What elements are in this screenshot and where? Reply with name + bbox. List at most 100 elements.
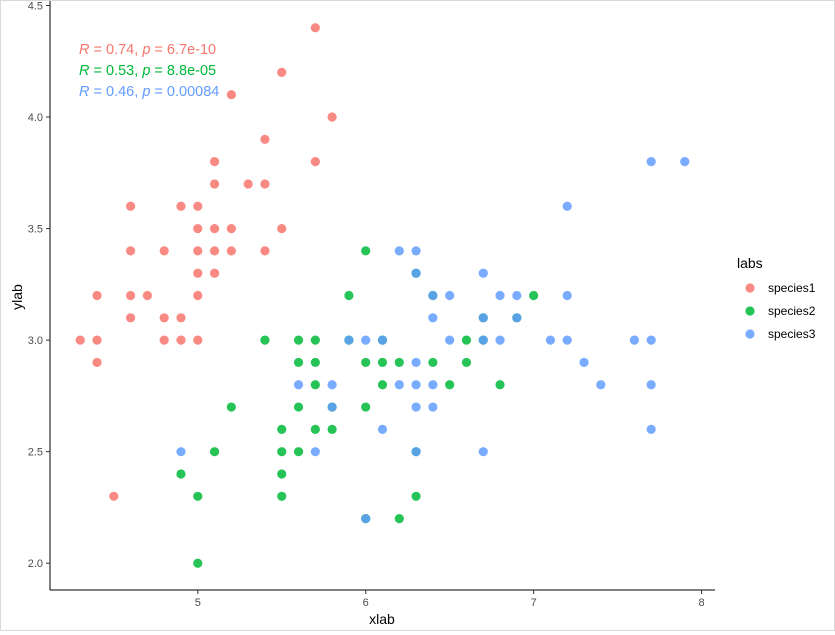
data-point-species2-8 <box>277 447 287 457</box>
data-point-species3-6 <box>361 514 371 524</box>
data-point-species3-30 <box>512 313 522 323</box>
stat-value: 0.53 <box>106 63 134 79</box>
data-point-species1-0 <box>75 335 85 345</box>
data-point-species2-9 <box>277 424 287 434</box>
y-tick-label: 4.0 <box>28 112 43 124</box>
data-point-species2-21 <box>344 290 354 301</box>
data-point-species3-16 <box>411 268 421 278</box>
data-point-species1-19 <box>193 246 203 256</box>
data-point-species1-17 <box>193 290 203 301</box>
data-point-species1-12 <box>159 246 169 256</box>
data-point-species2-12 <box>293 357 304 368</box>
data-point-species2-34 <box>428 357 438 368</box>
data-point-species2-17 <box>310 335 320 345</box>
data-point-species3-40 <box>646 380 656 390</box>
stat-value: = <box>89 63 106 79</box>
stat-annotations: R = 0.74, p = 6.7e-10 R = 0.53, p = 8.8e-… <box>79 42 219 100</box>
stat-value: = <box>89 42 106 58</box>
data-point-species3-21 <box>428 290 438 301</box>
x-axis-title: xlab <box>369 611 395 627</box>
data-point-species3-18 <box>428 402 438 412</box>
data-point-species1-1 <box>92 357 102 368</box>
y-tick-label: 2.0 <box>28 558 43 570</box>
data-point-species3-27 <box>478 268 488 278</box>
data-point-species2-1 <box>193 558 203 568</box>
data-point-species2-25 <box>361 246 371 256</box>
data-point-species3-26 <box>478 313 488 323</box>
data-point-species1-36 <box>310 157 320 167</box>
data-point-species2-41 <box>495 380 505 390</box>
data-point-species2-10 <box>293 447 304 457</box>
data-point-species2-31 <box>411 491 421 501</box>
stat-value: = <box>150 84 167 100</box>
data-point-species2-4 <box>226 402 236 412</box>
data-point-species1-33 <box>260 134 270 144</box>
data-point-species3-5 <box>344 335 354 345</box>
data-point-species2-7 <box>277 469 287 479</box>
legend: labs species1 species2 species3 <box>737 255 816 341</box>
stat-symbol: p <box>141 84 150 100</box>
data-point-species2-23 <box>361 402 371 412</box>
data-point-species1-26 <box>209 157 220 167</box>
data-point-species1-10 <box>159 335 169 345</box>
y-tick-label: 4.5 <box>28 1 43 12</box>
data-point-species3-13 <box>411 402 421 412</box>
stat-value: 0.00084 <box>167 84 219 100</box>
data-point-species2-36 <box>445 380 455 390</box>
y-tick-label: 3.5 <box>28 224 43 236</box>
data-point-species1-9 <box>142 290 152 301</box>
points-layer <box>75 23 690 568</box>
legend-items: species1 species2 species3 <box>745 281 816 341</box>
stat-annotation: R = 0.74, p = 6.7e-10 <box>79 42 216 58</box>
legend-key-icon <box>745 283 755 293</box>
data-point-species3-23 <box>445 290 455 301</box>
data-point-species3-37 <box>596 380 606 390</box>
data-point-species3-38 <box>629 335 639 345</box>
data-point-species3-15 <box>411 357 421 368</box>
stat-value: , <box>134 84 142 100</box>
data-point-species1-38 <box>327 112 337 122</box>
data-point-species3-9 <box>377 335 388 345</box>
data-point-species3-35 <box>562 201 572 211</box>
data-point-species3-24 <box>478 447 488 457</box>
data-point-species2-24 <box>361 357 371 368</box>
data-point-species3-41 <box>646 335 656 345</box>
stat-annotation: R = 0.53, p = 8.8e-05 <box>79 63 216 79</box>
data-point-species3-17 <box>411 246 421 256</box>
stat-value: = <box>150 42 167 58</box>
data-point-species3-2 <box>310 447 320 457</box>
data-point-species3-1 <box>293 380 304 390</box>
data-point-species2-14 <box>310 424 320 434</box>
legend-label: species3 <box>768 327 816 341</box>
stat-value: 0.46 <box>106 84 134 100</box>
data-point-species1-28 <box>226 223 236 234</box>
data-point-species3-11 <box>394 246 404 256</box>
data-point-species3-33 <box>562 335 572 345</box>
data-point-species3-28 <box>495 335 505 345</box>
data-point-species2-2 <box>193 491 203 501</box>
data-point-species2-11 <box>293 402 304 412</box>
stat-value: = <box>89 84 106 100</box>
data-point-species1-15 <box>176 201 186 211</box>
data-point-species3-12 <box>411 447 421 457</box>
legend-label: species2 <box>768 304 816 318</box>
data-point-species3-7 <box>361 335 371 345</box>
data-point-species2-29 <box>394 514 404 524</box>
legend-key-icon <box>745 306 755 316</box>
stat-symbol: R <box>79 63 90 79</box>
data-point-species2-15 <box>310 380 320 390</box>
data-point-species3-4 <box>327 380 337 390</box>
data-point-species2-3 <box>209 447 220 457</box>
stat-value: , <box>134 63 142 79</box>
data-point-species1-2 <box>92 335 102 345</box>
stat-symbol: p <box>141 63 150 79</box>
y-axis-title: ylab <box>9 284 25 310</box>
data-point-species3-36 <box>579 357 589 368</box>
data-point-species2-18 <box>327 424 337 434</box>
data-point-species3-42 <box>646 157 656 167</box>
legend-title: labs <box>737 255 763 271</box>
data-point-species2-16 <box>310 357 320 368</box>
data-point-species1-11 <box>159 313 169 323</box>
data-point-species3-8 <box>377 424 388 434</box>
data-point-species3-25 <box>478 335 488 345</box>
